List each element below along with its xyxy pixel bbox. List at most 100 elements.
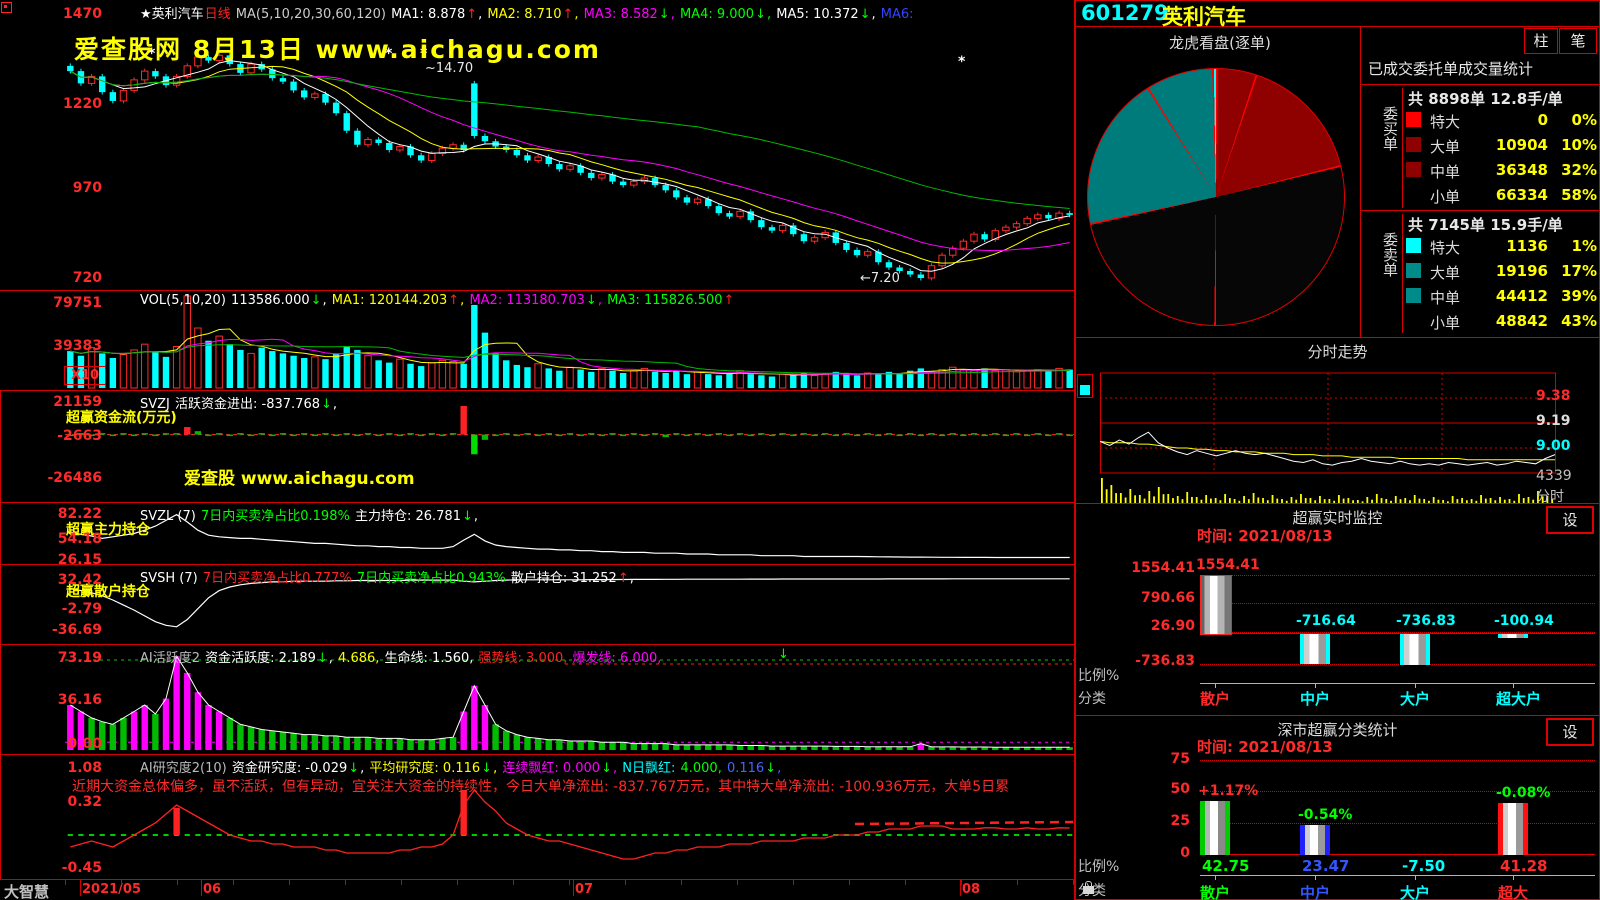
ai-research-chart[interactable] xyxy=(65,755,1075,880)
svzj-chart[interactable] xyxy=(65,391,1075,503)
bar-mode-button[interactable]: 柱 xyxy=(1524,28,1558,54)
sell-row-value: 1136 xyxy=(1506,237,1548,255)
ai-activity-arrow: ↓ xyxy=(778,647,789,662)
ai-research-ytick: -0.45 xyxy=(61,860,102,876)
kline-ytick: 1470 xyxy=(63,6,102,22)
buy-row-swatch xyxy=(1406,137,1421,152)
sell-row-swatch xyxy=(1406,238,1421,253)
svzl-ytick: 26.15 xyxy=(57,552,102,568)
x-tick-month: 2021/05 xyxy=(82,882,142,897)
buy-row-value: 36348 xyxy=(1495,161,1548,179)
intraday-ytick-mid: 9.19 xyxy=(1536,413,1571,429)
monitor-settings-button[interactable]: 设 xyxy=(1546,506,1594,534)
divider xyxy=(0,564,1075,565)
brand-label: 大智慧 xyxy=(4,883,50,900)
shenzhen-ytick: 75 xyxy=(1170,751,1190,767)
svg-text:*: * xyxy=(148,46,156,62)
intraday-ytick-low: 9.00 xyxy=(1536,438,1571,454)
ai-activity-chart[interactable] xyxy=(65,645,1075,755)
divider xyxy=(1075,715,1600,716)
svsh-header: SVSH (7) 7日内买卖净占比0.777% 7日内买卖净占比0.943% 散… xyxy=(140,571,634,586)
divider xyxy=(1402,214,1403,333)
monitor-bar-大户 xyxy=(1400,634,1430,665)
buy-row-label: 小单 xyxy=(1430,188,1461,206)
kline-chart[interactable]: ~14.70 ←7.20 * * * * xyxy=(65,0,1075,291)
sell-summary: 共 7145单 15.9手/单 xyxy=(1408,216,1563,234)
order-pie-chart[interactable] xyxy=(1087,68,1345,326)
kline-ytick: 720 xyxy=(72,270,102,286)
svsh-chart[interactable] xyxy=(65,565,1075,645)
monitor-ytick: -736.83 xyxy=(1135,653,1195,669)
ai-research-ytick: 1.08 xyxy=(67,760,102,776)
svg-text:*: * xyxy=(420,46,428,62)
sell-row-label: 小单 xyxy=(1430,314,1461,332)
monitor-bar-chart[interactable]: 1554.41 -716.64 -736.83 -100.94 xyxy=(1196,555,1595,685)
svg-text:←7.20: ←7.20 xyxy=(860,271,900,286)
sell-row-value: 48842 xyxy=(1495,312,1548,330)
intraday-chart[interactable] xyxy=(1100,368,1560,503)
shenzhen-categories: 散户 中户 大户 超大 xyxy=(1200,884,1529,900)
pie-panel-title: 龙虎看盘(逐单) xyxy=(1169,34,1271,52)
monitor-ytick: 26.90 xyxy=(1150,618,1195,634)
buy-row-pct: 10% xyxy=(1561,136,1597,154)
pen-mode-button[interactable]: 笔 xyxy=(1559,28,1597,54)
shenzhen-ytick: 50 xyxy=(1170,781,1190,797)
shenzhen-title: 深市超赢分类统计 xyxy=(1277,721,1398,739)
ai-research-ytick: 0.32 xyxy=(67,794,102,810)
x-tick-month: 06 xyxy=(203,882,222,897)
corner-icon xyxy=(1,2,12,13)
buy-row-label: 中单 xyxy=(1430,163,1461,181)
sell-row-pct: 1% xyxy=(1571,237,1597,255)
svzl-subtitle: 超赢主力持仓 xyxy=(66,522,150,538)
region-divider xyxy=(1074,0,1075,900)
divider xyxy=(1360,27,1361,337)
ai-research-header: AI研究度2(10) 资金研究度: -0.029↓, 平均研究度: 0.116↓… xyxy=(140,761,782,776)
svsh-ytick: -36.69 xyxy=(51,622,102,638)
divider xyxy=(0,644,1075,645)
divider xyxy=(0,879,1075,880)
kline-header: ★英利汽车日线 MA(5,10,20,30,60,120) MA1: 8.878… xyxy=(140,7,914,22)
divider xyxy=(0,502,1075,503)
sell-row-pct: 39% xyxy=(1561,287,1597,305)
monitor-ytick: 1554.41 xyxy=(1131,560,1195,576)
buy-row-pct: 32% xyxy=(1561,161,1597,179)
sell-row-label: 特大 xyxy=(1430,239,1461,257)
vol-ytick: 79751 xyxy=(53,295,102,311)
ai-research-comment: 近期大资金总体偏多，虽不活跃，但有异动，宜关注大资金的持续性，今日大单净流出: … xyxy=(72,779,1010,795)
sell-row-value: 44412 xyxy=(1495,287,1548,305)
vol-ytick: 39383 xyxy=(53,338,102,354)
ai-activity-ytick: 0.00 xyxy=(67,736,102,752)
intraday-vol-tick: 4339 xyxy=(1536,468,1572,484)
order-stats-title: 已成交委托单成交量统计 xyxy=(1368,60,1534,78)
watermark: 爱查股网 8月13日 www.aichagu.com xyxy=(74,35,601,64)
buy-row-swatch xyxy=(1406,162,1421,177)
shenzhen-settings-button[interactable]: 设 xyxy=(1546,718,1594,746)
stock-name: 英利汽车 xyxy=(1162,5,1246,29)
watermark-2: 爱查股 www.aichagu.com xyxy=(184,469,415,489)
sell-row-swatch xyxy=(1406,288,1421,303)
volume-chart[interactable] xyxy=(65,291,1075,391)
monitor-time: 时间: 2021/08/13 xyxy=(1197,527,1333,545)
svzj-ytick: -26486 xyxy=(47,470,102,486)
ai-activity-ytick: 36.16 xyxy=(57,692,102,708)
svzj-ytick: 21159 xyxy=(53,394,102,410)
stock-code: 601279 xyxy=(1081,1,1169,25)
shenzhen-ratio-label: 比例% xyxy=(1078,859,1120,875)
shenzhen-bar-超大 xyxy=(1498,802,1528,855)
intraday-title: 分时走势 xyxy=(1307,343,1368,361)
kline-ytick: 970 xyxy=(72,180,102,196)
shenzhen-bar-散户 xyxy=(1200,800,1230,855)
buy-row-swatch xyxy=(1406,112,1421,127)
svzl-chart[interactable] xyxy=(65,503,1075,565)
ai-activity-header: AI活跃度2 资金活跃度: 2.189↓, 4.686, 生命线: 1.560,… xyxy=(140,651,662,666)
divider xyxy=(0,290,1075,291)
buy-side-text: 委买单 xyxy=(1381,106,1399,151)
shenzhen-bar-中户 xyxy=(1300,825,1330,855)
shenzhen-bar-chart[interactable]: +1.17% -0.54% -0.08% xyxy=(1198,750,1595,855)
svg-text:~14.70: ~14.70 xyxy=(425,61,473,76)
divider xyxy=(1075,26,1600,27)
svzj-ytick: -2663 xyxy=(57,428,102,444)
svzl-ytick: 82.22 xyxy=(57,506,102,522)
divider xyxy=(1361,84,1600,85)
